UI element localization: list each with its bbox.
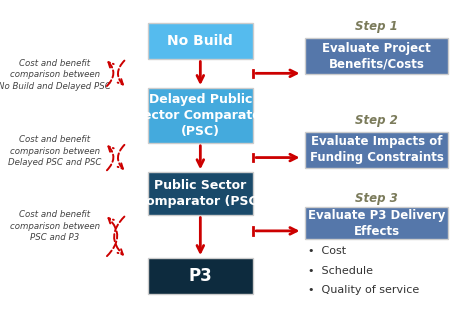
FancyArrowPatch shape [114, 217, 124, 255]
FancyBboxPatch shape [305, 132, 447, 168]
FancyBboxPatch shape [305, 38, 447, 74]
Text: Evaluate Impacts of
Funding Constraints: Evaluate Impacts of Funding Constraints [309, 135, 443, 164]
Text: •  Quality of service: • Quality of service [307, 285, 418, 295]
Text: Evaluate Project
Benefits/Costs: Evaluate Project Benefits/Costs [322, 42, 430, 71]
FancyBboxPatch shape [148, 172, 252, 215]
FancyBboxPatch shape [148, 23, 252, 59]
FancyBboxPatch shape [148, 258, 252, 294]
Text: Step 3: Step 3 [355, 192, 397, 205]
Text: Public Sector
Comparator (PSC): Public Sector Comparator (PSC) [137, 179, 263, 208]
Text: Cost and benefit
comparison between
PSC and P3: Cost and benefit comparison between PSC … [10, 210, 99, 242]
Text: Delayed Public
Sector Comparator
(PSC): Delayed Public Sector Comparator (PSC) [134, 93, 266, 138]
Text: Step 1: Step 1 [355, 20, 397, 33]
Text: Step 2: Step 2 [355, 114, 397, 127]
Text: No Build: No Build [167, 34, 233, 47]
Text: Cost and benefit
comparison between
Delayed PSC and PSC: Cost and benefit comparison between Dela… [8, 135, 101, 167]
FancyArrowPatch shape [107, 62, 113, 86]
FancyBboxPatch shape [148, 88, 252, 143]
FancyArrowPatch shape [107, 218, 117, 256]
Text: •  Schedule: • Schedule [307, 266, 372, 276]
Text: •  Cost: • Cost [307, 246, 345, 256]
FancyArrowPatch shape [107, 146, 113, 170]
FancyArrowPatch shape [118, 61, 124, 85]
FancyArrowPatch shape [118, 145, 124, 169]
Text: Evaluate P3 Delivery
Effects: Evaluate P3 Delivery Effects [307, 209, 445, 237]
FancyBboxPatch shape [305, 207, 447, 239]
Text: P3: P3 [188, 267, 212, 285]
Text: Cost and benefit
comparison between
No Build and Delayed PSC: Cost and benefit comparison between No B… [0, 59, 111, 91]
